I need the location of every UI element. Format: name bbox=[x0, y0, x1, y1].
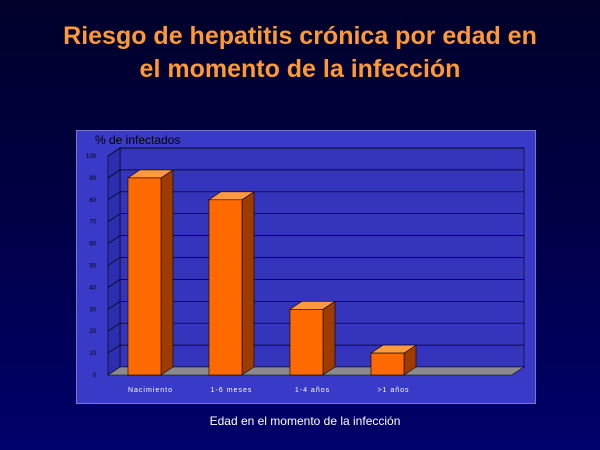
gridline bbox=[107, 300, 524, 310]
bar-side bbox=[160, 169, 174, 376]
gridline bbox=[107, 257, 524, 266]
y-tick-label: 100 bbox=[86, 154, 97, 160]
gridline bbox=[107, 169, 524, 179]
bar-side bbox=[241, 191, 255, 376]
title-line-2: el momento de la infección bbox=[139, 55, 461, 83]
y-tick-label: 20 bbox=[89, 329, 96, 335]
y-tick-label: 70 bbox=[89, 220, 96, 226]
gridline bbox=[107, 322, 524, 332]
gridline bbox=[107, 235, 524, 244]
y-tick-label: 10 bbox=[89, 351, 96, 357]
y-tick-label: 30 bbox=[89, 307, 96, 313]
x-tick-label: 1-6 meses bbox=[211, 387, 253, 394]
gridline bbox=[107, 279, 524, 288]
bar bbox=[289, 308, 324, 376]
gridline bbox=[107, 147, 524, 157]
x-tick-label: 1-4 años bbox=[295, 387, 330, 394]
x-tick-label: >1 años bbox=[377, 387, 409, 394]
slide-title: Riesgo de hepatitis crónica por edad en … bbox=[0, 20, 600, 86]
y-tick-label: 40 bbox=[89, 285, 96, 291]
gridline bbox=[107, 191, 524, 201]
title-line-1: Riesgo de hepatitis crónica por edad en bbox=[63, 22, 537, 50]
bar bbox=[370, 352, 405, 376]
y-tick-label: 0 bbox=[93, 373, 97, 379]
y-axis-label: % de infectados bbox=[95, 133, 181, 147]
bar bbox=[208, 199, 243, 376]
y-tick-label: 90 bbox=[89, 176, 96, 182]
bar-side bbox=[322, 300, 336, 376]
y-tick-label: 80 bbox=[89, 198, 96, 204]
x-tick-label: Nacimiento bbox=[128, 387, 173, 394]
y-tick-label: 50 bbox=[89, 264, 96, 270]
y-tick-label: 60 bbox=[89, 242, 96, 248]
x-axis-label: Edad en el momento de la infección bbox=[209, 414, 401, 428]
gridline bbox=[107, 213, 524, 222]
bar bbox=[127, 177, 162, 376]
